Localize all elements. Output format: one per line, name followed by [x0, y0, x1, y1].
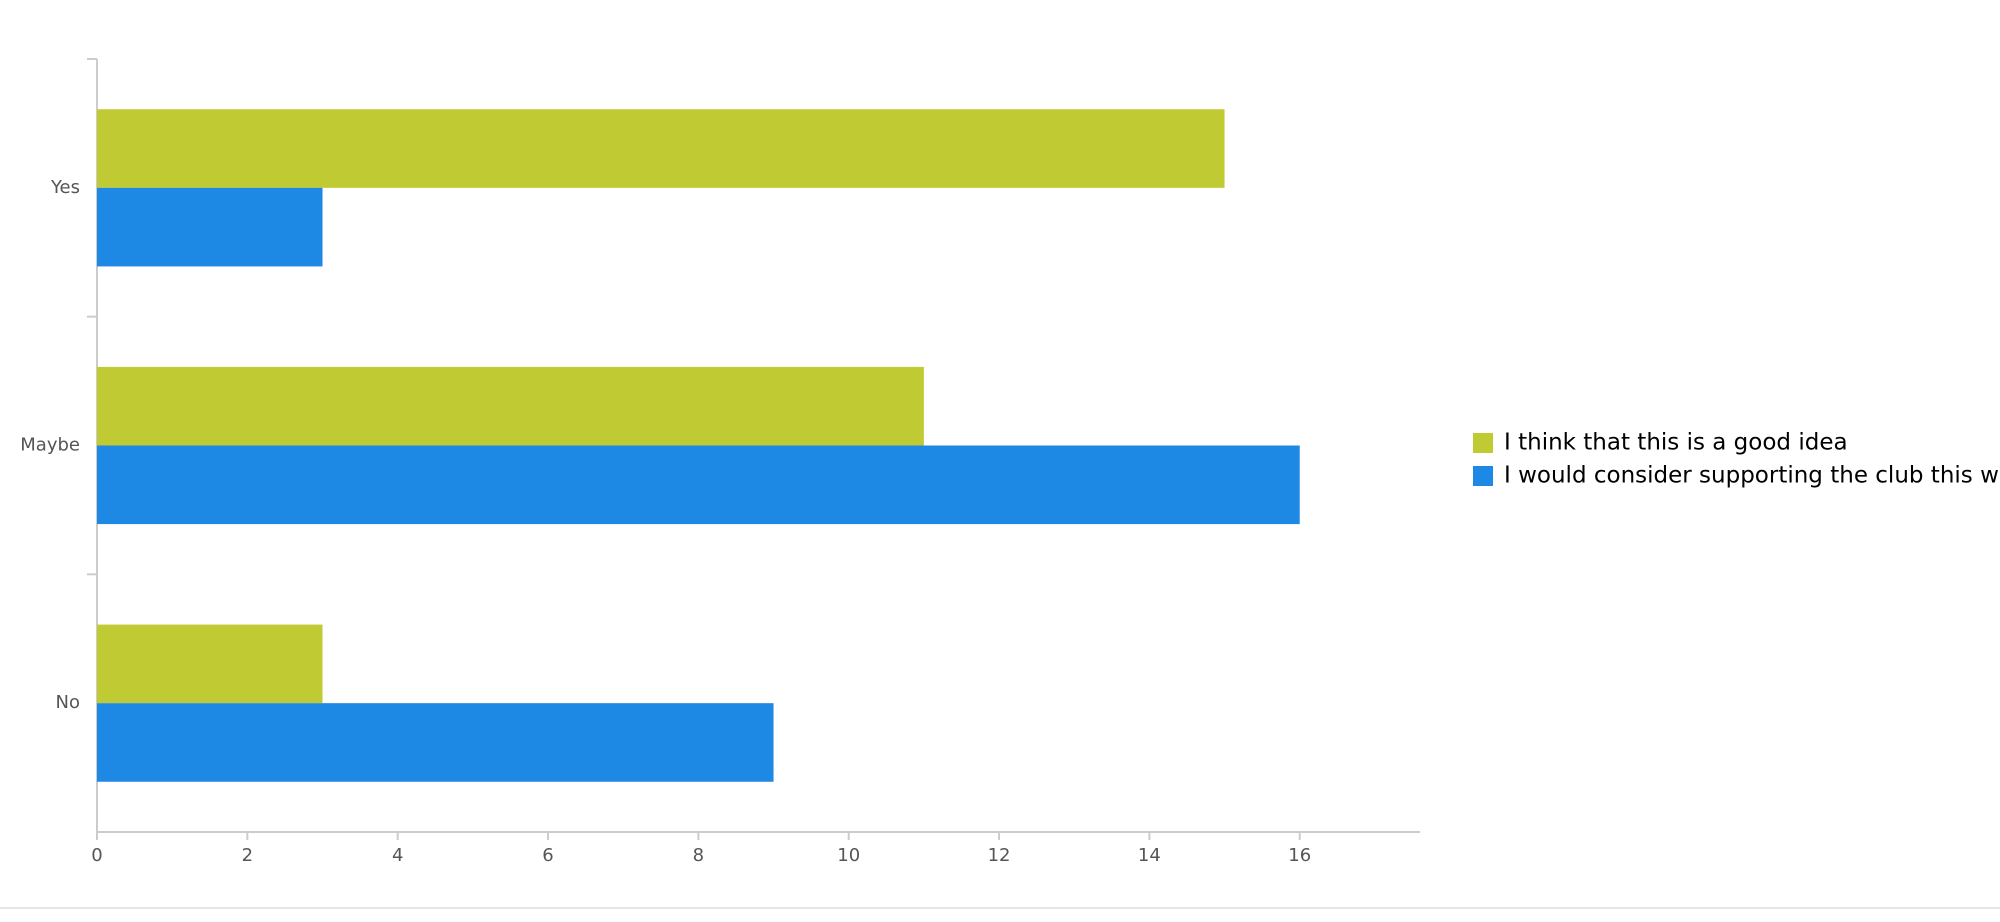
y-tick-label: Yes	[50, 177, 80, 198]
legend-label: I think that this is a good idea	[1504, 430, 1848, 456]
x-tick-label: 14	[1138, 845, 1161, 866]
legend-swatch	[1473, 466, 1493, 486]
x-tick-label: 16	[1288, 845, 1311, 866]
y-tick-label: Maybe	[20, 435, 80, 456]
x-tick-label: 2	[242, 845, 253, 866]
x-tick-label: 8	[693, 845, 704, 866]
bar	[97, 366, 924, 446]
legend: I think that this is a good idea I would …	[1473, 430, 2000, 489]
bar	[97, 445, 1300, 525]
x-tick-label: 6	[542, 845, 553, 866]
x-tick-label: 0	[91, 845, 102, 866]
bar	[97, 109, 1225, 188]
x-tick-label: 4	[392, 845, 403, 866]
x-tick-label: 12	[988, 845, 1011, 866]
bar	[97, 703, 774, 782]
bar	[97, 624, 323, 704]
legend-swatch	[1473, 433, 1493, 453]
bar	[97, 187, 323, 267]
legend-label: I would consider supporting the club thi…	[1504, 463, 2000, 489]
y-tick-label: No	[56, 692, 80, 713]
x-tick-label: 10	[837, 845, 860, 866]
